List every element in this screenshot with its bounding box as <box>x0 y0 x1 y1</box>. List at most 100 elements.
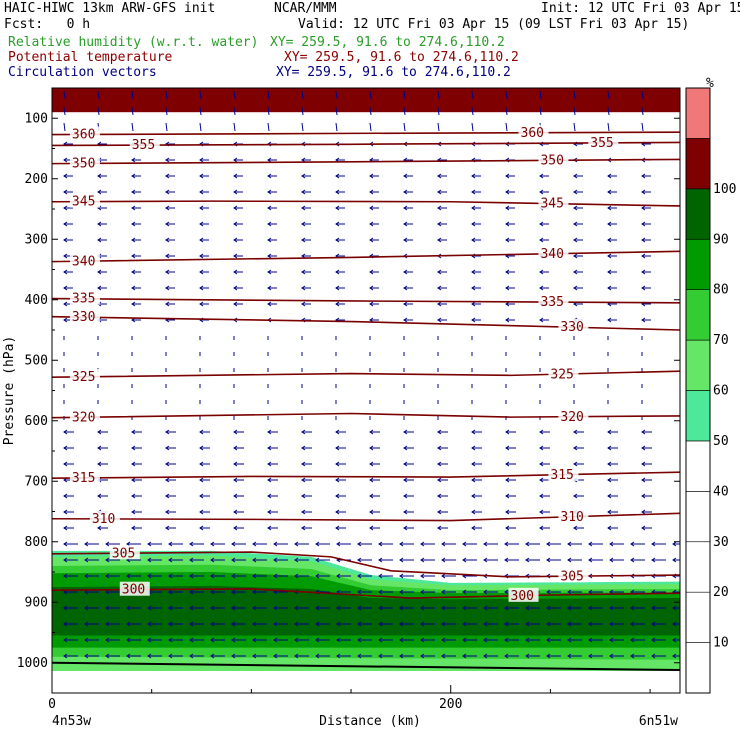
vector-arrow <box>607 317 617 323</box>
vector-arrow <box>147 557 162 563</box>
vector-arrow <box>609 605 624 611</box>
vector-arrow <box>437 477 448 483</box>
vector-arrow <box>335 461 346 467</box>
vector-arrow <box>199 205 209 211</box>
vector-arrow <box>131 301 141 307</box>
vector-arrow <box>369 301 379 307</box>
vector-arrow <box>505 173 515 179</box>
vector-arrow <box>97 429 108 435</box>
vector-arrow <box>641 122 644 132</box>
vector-arrow <box>505 189 515 195</box>
vector-arrow <box>462 589 477 595</box>
vector-arrow <box>199 429 210 435</box>
vector-arrow <box>63 637 78 643</box>
vector-arrow <box>573 173 583 179</box>
vector-arrow <box>84 557 99 563</box>
contour-label-bg <box>558 408 589 423</box>
vector-arrow <box>165 285 175 291</box>
colorbar-swatch-20 <box>685 541 711 593</box>
vector-arrow <box>403 90 406 100</box>
vector-arrow <box>267 205 277 211</box>
vector-arrow <box>504 637 519 643</box>
vector-arrow <box>483 637 498 643</box>
vector-arrow <box>441 621 456 627</box>
vector-arrow <box>437 461 448 467</box>
vector-arrow <box>607 445 618 451</box>
vector-arrow <box>147 621 162 627</box>
contour-label-350: 350 <box>540 153 563 168</box>
vector-arrow <box>131 477 142 483</box>
vector-arrow <box>63 509 74 515</box>
vector-arrow <box>84 621 99 627</box>
vector-arrow <box>199 445 210 451</box>
y-tick-label: 300 <box>25 232 48 247</box>
vector-arrow <box>63 525 74 531</box>
vector-arrow <box>105 589 120 595</box>
vector-arrow <box>165 429 176 435</box>
vector-arrow <box>588 605 603 611</box>
vector-arrow <box>199 301 209 307</box>
vector-arrow <box>420 653 435 659</box>
vector-arrow <box>462 605 477 611</box>
vector-arrow <box>165 269 175 275</box>
vector-arrow <box>231 621 246 627</box>
vector-arrow <box>378 605 393 611</box>
vector-arrow <box>63 285 73 291</box>
vector-arrow <box>505 493 516 499</box>
left-endpoint-label: 4n53w <box>52 714 91 729</box>
vector-arrow <box>369 285 379 291</box>
rh-top-band <box>52 88 680 113</box>
vector-arrow <box>301 493 312 499</box>
vector-arrow <box>437 269 447 275</box>
vector-arrow <box>165 205 175 211</box>
y-tick-label: 800 <box>25 535 48 550</box>
vector-arrow <box>301 525 312 531</box>
contour-label-bg <box>538 245 569 260</box>
vector-arrow <box>399 621 414 627</box>
vector-arrow <box>471 205 481 211</box>
contour-label-bg <box>69 409 100 424</box>
vector-arrow <box>471 493 482 499</box>
vector-arrow <box>573 237 583 243</box>
vector-arrow <box>651 653 666 659</box>
vector-arrow <box>607 477 618 483</box>
vector-arrow <box>63 621 78 627</box>
vector-arrow <box>546 605 561 611</box>
vector-arrow <box>97 189 107 195</box>
vector-arrow <box>315 557 330 563</box>
vector-arrow <box>630 557 645 563</box>
vector-arrow <box>378 621 393 627</box>
vector-arrow <box>403 237 413 243</box>
vector-arrow <box>165 253 175 259</box>
vector-arrow <box>471 525 482 531</box>
colorbar-swatch-110 <box>685 87 711 139</box>
vector-arrow <box>335 445 346 451</box>
vector-arrow <box>126 653 141 659</box>
vector-arrow <box>357 573 372 579</box>
vector-arrow <box>199 90 202 100</box>
vector-arrow <box>233 253 243 259</box>
vector-arrow <box>505 301 515 307</box>
vector-arrow <box>505 122 508 132</box>
theta-contours: 300 300 305 305 310 310 315 315 320 320 325 325 330 3… <box>52 124 680 604</box>
vector-arrow <box>84 637 99 643</box>
contour-label-bg <box>69 193 100 208</box>
vector-arrow <box>63 189 73 195</box>
vector-arrow <box>505 106 508 116</box>
vector-arrow <box>84 653 99 659</box>
vector-arrow <box>126 573 141 579</box>
vector-arrow <box>335 477 346 483</box>
vector-arrow <box>165 525 176 531</box>
contour-label-bg <box>518 124 549 139</box>
vector-arrow <box>369 493 380 499</box>
vector-arrow <box>210 653 225 659</box>
vector-arrow <box>462 653 477 659</box>
vector-arrow <box>607 122 610 132</box>
vector-arrow <box>335 237 345 243</box>
vector-arrow <box>630 541 645 547</box>
vector-arrow <box>131 269 141 275</box>
vector-arrow <box>335 493 346 499</box>
contour-label-bg <box>69 126 100 141</box>
vector-arrow <box>525 637 540 643</box>
vector-arrow <box>378 589 393 595</box>
